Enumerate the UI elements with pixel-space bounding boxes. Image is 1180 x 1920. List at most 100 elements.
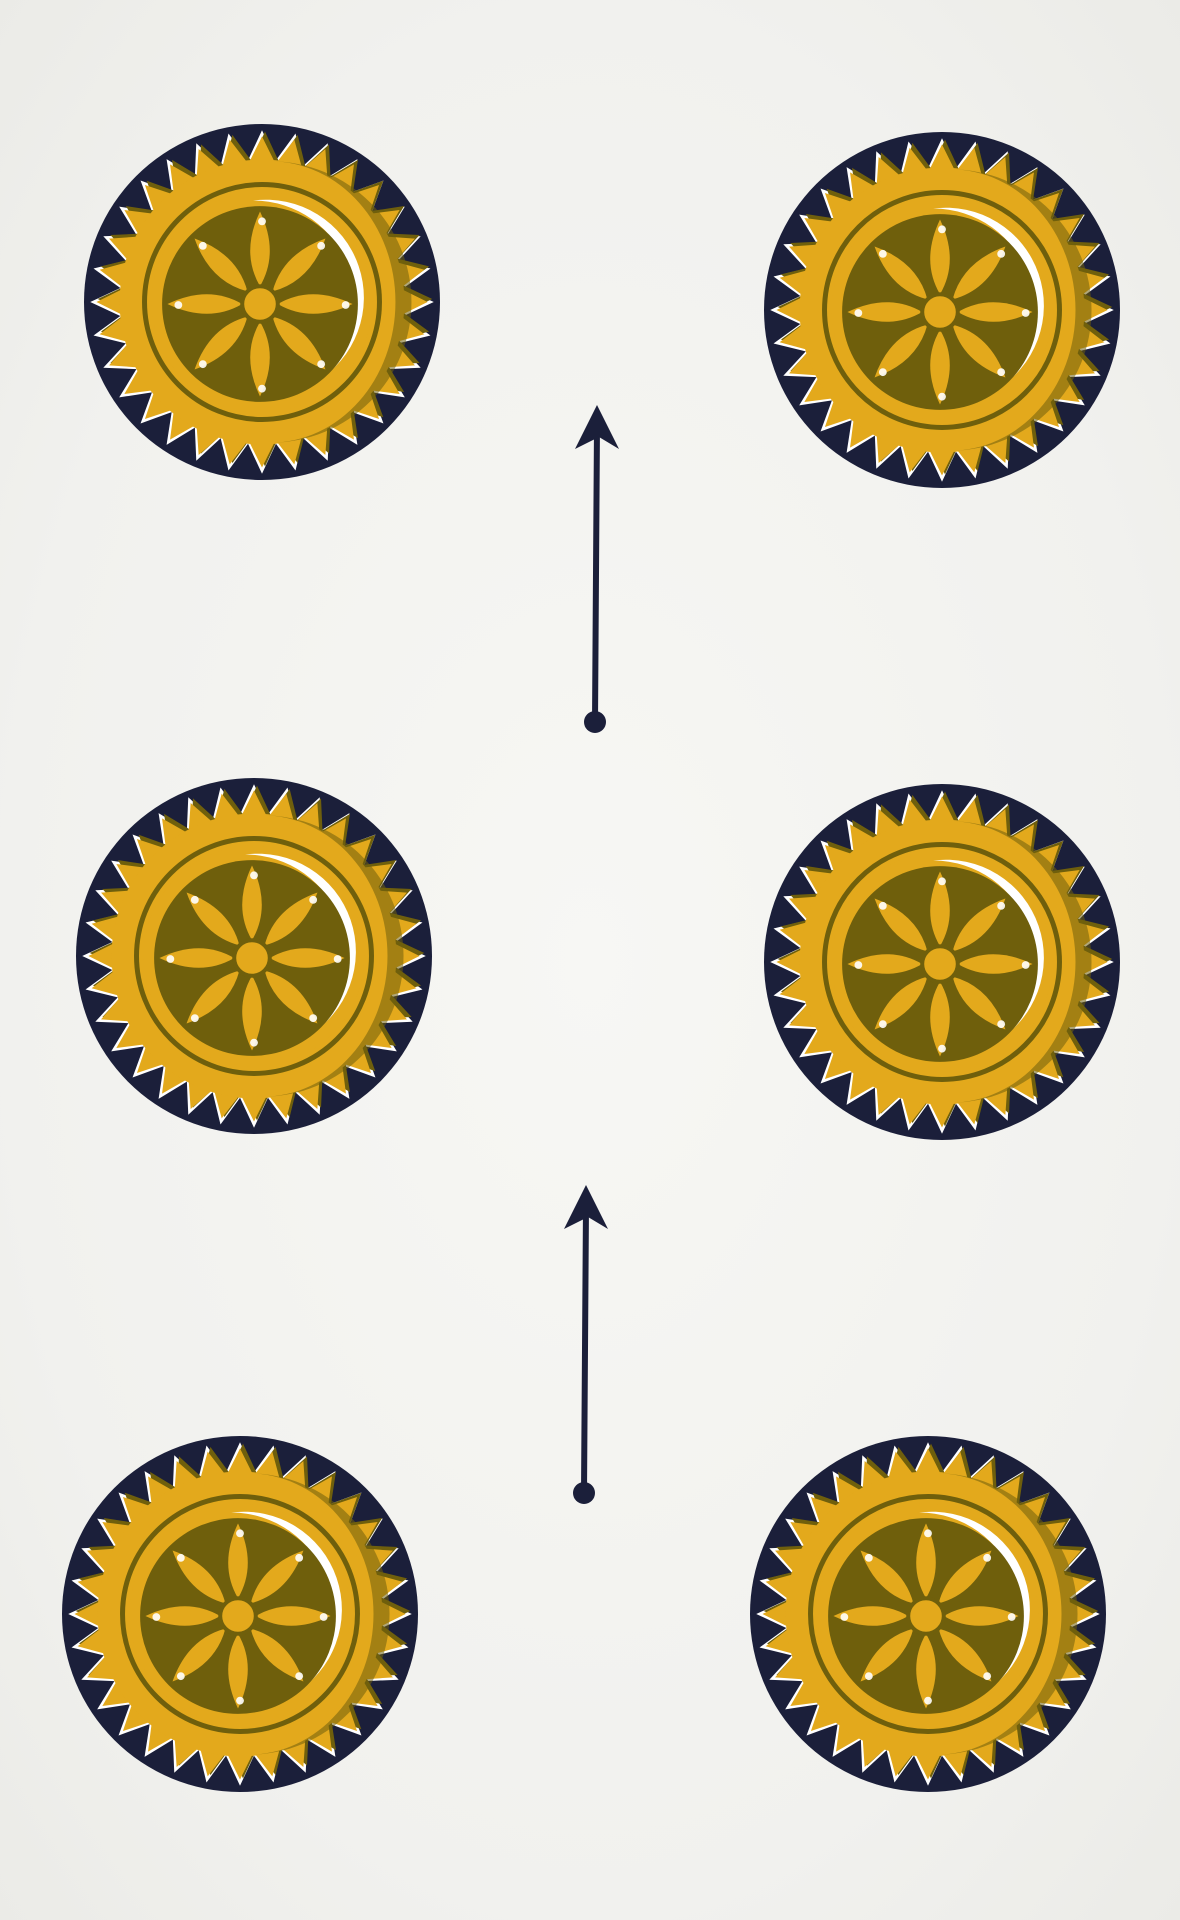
flower-petal (860, 1550, 914, 1604)
flower-petal-highlight (983, 1672, 992, 1681)
coin-flower (847, 219, 1033, 405)
flower-petal (264, 970, 318, 1024)
flower-petal (269, 948, 345, 968)
flower-petal-highlight (864, 1672, 873, 1681)
coin-6 (750, 1436, 1106, 1792)
coin-flower (833, 1523, 1019, 1709)
flower-petal (860, 1628, 914, 1682)
flower-petal-highlight (997, 249, 1006, 258)
flower-petal (874, 246, 928, 300)
coin-flower (145, 1523, 331, 1709)
flower-petal (194, 316, 248, 370)
flower-petal (272, 316, 326, 370)
flower-petal-highlight (176, 1553, 185, 1562)
flower-petal (833, 1606, 909, 1626)
arrows-group (564, 405, 619, 1504)
flower-center (240, 284, 280, 324)
flower-petal (952, 246, 1006, 300)
flower-petal-highlight (997, 901, 1006, 910)
flower-petal (938, 1550, 992, 1604)
flower-petal (277, 294, 353, 314)
flower-petal (938, 1628, 992, 1682)
flower-petal-highlight (938, 225, 946, 234)
flower-petal (250, 211, 270, 287)
flower-petal (943, 1606, 1019, 1626)
flower-center (920, 292, 960, 332)
flower-petal (930, 981, 950, 1057)
arrow-head (575, 405, 619, 449)
flower-petal (847, 302, 923, 322)
flower-petal-highlight (250, 1038, 258, 1047)
arrow-shaft (592, 422, 600, 725)
flower-petal (930, 871, 950, 947)
flower-petal (186, 970, 240, 1024)
arrow-2 (564, 1185, 608, 1504)
flower-petal-highlight (1021, 309, 1030, 317)
flower-petal (242, 865, 262, 941)
flower-petal-highlight (317, 241, 326, 250)
flower-petal-highlight (176, 1672, 185, 1681)
coin-2 (764, 132, 1120, 488)
flower-petal (952, 324, 1006, 378)
flower-petal-highlight (997, 368, 1006, 377)
flower-petal-highlight (250, 871, 258, 880)
flower-petal (250, 1628, 304, 1682)
flower-petal-highlight (236, 1529, 244, 1538)
flower-center (232, 938, 272, 978)
arrow-tail-dot (584, 711, 606, 733)
coin-inner-ring-line (134, 836, 374, 1076)
flower-petal-highlight (190, 1014, 199, 1023)
arrow-head (564, 1185, 608, 1229)
flower-petal (145, 1606, 221, 1626)
flower-petal (228, 1633, 248, 1709)
flower-petal (952, 898, 1006, 952)
coin-flower (847, 871, 1033, 1057)
flower-petal-highlight (319, 1613, 328, 1621)
flower-petal (172, 1550, 226, 1604)
flower-petal-highlight (1021, 961, 1030, 969)
flower-petal-highlight (864, 1553, 873, 1562)
flower-petal-highlight (938, 392, 946, 401)
flower-petal (159, 948, 235, 968)
flower-petal-highlight (166, 955, 175, 963)
flower-petal-highlight (309, 1014, 318, 1023)
flower-petal (847, 954, 923, 974)
arrow-tail-dot (573, 1482, 595, 1504)
flower-center (218, 1596, 258, 1636)
flower-petal-highlight (1007, 1613, 1016, 1621)
flower-petal (186, 892, 240, 946)
flower-petal-highlight (152, 1613, 161, 1621)
flower-petal-highlight (878, 1020, 887, 1029)
flower-petal (916, 1633, 936, 1709)
coins-group (62, 124, 1120, 1792)
flower-petal-highlight (174, 301, 183, 309)
flower-petal-highlight (924, 1529, 932, 1538)
flower-petal-highlight (295, 1553, 304, 1562)
coin-inner-ring-line (822, 190, 1062, 430)
coin-1 (84, 124, 440, 480)
flower-petal-highlight (878, 368, 887, 377)
arrow-1 (575, 405, 619, 733)
flower-petal-highlight (924, 1696, 932, 1705)
flower-petal-highlight (878, 249, 887, 258)
flower-petal (194, 238, 248, 292)
flower-petal-highlight (317, 360, 326, 369)
flower-petal (272, 238, 326, 292)
coin-4 (764, 784, 1120, 1140)
arrow-shaft (581, 1202, 589, 1496)
flower-petal-highlight (258, 217, 266, 226)
flower-petal-highlight (295, 1672, 304, 1681)
flower-petal (242, 975, 262, 1051)
flower-petal (250, 1550, 304, 1604)
flower-petal (228, 1523, 248, 1599)
flower-petal-highlight (854, 961, 863, 969)
flower-petal-highlight (341, 301, 350, 309)
flower-petal (255, 1606, 331, 1626)
coin-flower (167, 211, 353, 397)
flower-petal-highlight (258, 384, 266, 393)
flower-petal (957, 954, 1033, 974)
flower-petal (874, 898, 928, 952)
flower-petal (874, 976, 928, 1030)
